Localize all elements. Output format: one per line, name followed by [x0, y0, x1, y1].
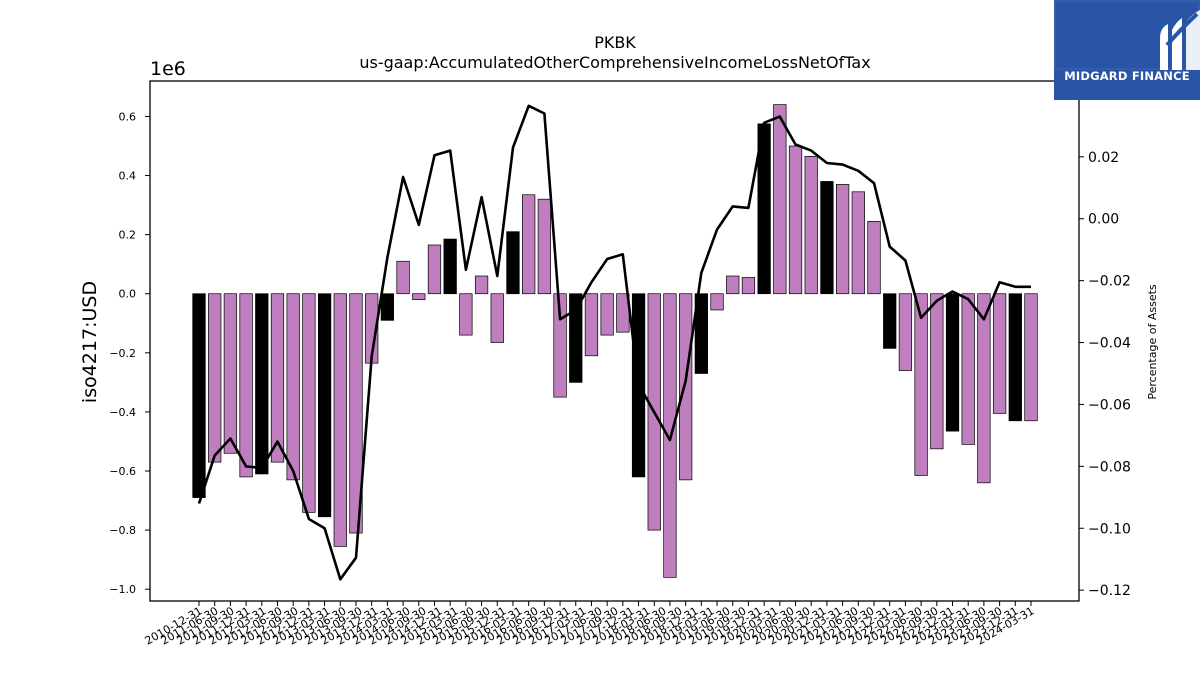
midgard-logo-icon [1054, 0, 1200, 70]
y-tick-label: 0.6 [119, 110, 137, 123]
y2-tick-label: −0.04 [1088, 336, 1131, 352]
bar [443, 238, 457, 295]
chart-subtitle: us-gaap:AccumulatedOtherComprehensiveInc… [359, 53, 870, 72]
bar [192, 293, 206, 498]
bar [490, 293, 504, 343]
y-tick-label: −0.8 [109, 524, 136, 537]
bar [270, 293, 285, 463]
bar [914, 293, 928, 476]
bar [600, 293, 614, 336]
bar [396, 260, 410, 295]
bar [1008, 293, 1022, 422]
bar [992, 293, 1007, 414]
bar [961, 293, 975, 445]
y-tick-label: 0.4 [119, 170, 137, 183]
bar [584, 293, 599, 357]
bar [522, 194, 536, 295]
bar [223, 293, 238, 454]
bar [474, 275, 489, 295]
bar [788, 145, 803, 295]
y-tick-label: 0.0 [119, 288, 137, 301]
bar [1024, 293, 1038, 422]
bar [255, 293, 269, 475]
x-axis-ticks: 2010-12-312011-06-302011-09-302011-12-31… [143, 601, 1037, 648]
y2-axis-label: Percentage of Assets [1146, 284, 1159, 400]
y-axis-label: iso4217:USD [79, 281, 101, 403]
bar [773, 104, 787, 295]
bar [679, 293, 693, 481]
bar [804, 155, 818, 295]
bar [412, 293, 426, 300]
bar [820, 181, 834, 295]
y2-tick-label: −0.06 [1088, 397, 1131, 413]
bar-series [192, 104, 1038, 578]
bar [569, 293, 583, 383]
plot-frame [149, 80, 1080, 602]
y-tick-label: −1.0 [109, 583, 136, 596]
bar [427, 244, 442, 295]
bar [835, 184, 850, 295]
y2-tick-label: 0.00 [1088, 212, 1119, 228]
y2-tick-label: −0.10 [1088, 521, 1131, 537]
bar [726, 275, 740, 295]
bar [333, 293, 347, 547]
bar [208, 293, 222, 463]
y-axis-ticks: 0.6 0.4 0.2 0.0 −0.2 −0.4 −0.6 −0.8 −1.0 [109, 110, 150, 596]
percentage-line [197, 104, 1031, 581]
bar [741, 277, 756, 295]
brand-logo: MIDGARD FINANCE [1054, 0, 1200, 100]
y2-tick-label: −0.08 [1088, 459, 1131, 475]
y-tick-label: −0.2 [109, 347, 136, 360]
chart-title: PKBK [594, 33, 636, 52]
bar [349, 293, 363, 534]
bar [553, 293, 567, 398]
bar [302, 293, 316, 513]
bar [867, 220, 881, 295]
bar [851, 191, 865, 295]
y-axis-multiplier: 1e6 [150, 58, 186, 80]
y-tick-label: −0.6 [109, 465, 136, 478]
logo-text: MIDGARD FINANCE [1064, 69, 1190, 83]
bar [898, 293, 913, 371]
bar [239, 293, 253, 478]
bar [977, 293, 991, 484]
bar [459, 293, 473, 336]
bar [506, 231, 520, 295]
bar [537, 198, 551, 295]
bar [380, 293, 395, 321]
bar [883, 293, 897, 349]
y2-tick-label: −0.12 [1088, 583, 1131, 599]
y2-tick-label: 0.02 [1088, 150, 1119, 166]
line-series [197, 104, 1031, 581]
bar [317, 293, 332, 518]
bar [286, 293, 300, 481]
y-tick-label: 0.2 [119, 229, 137, 242]
y2-axis-ticks: 0.02 0.00 −0.02 −0.04 −0.06 −0.08 −0.10 −0.12 [1079, 150, 1131, 599]
y2-tick-label: −0.02 [1088, 274, 1131, 290]
bar [710, 293, 724, 311]
y-tick-label: −0.4 [109, 406, 136, 419]
bar [945, 293, 960, 432]
bar [930, 293, 944, 450]
bar [694, 293, 708, 374]
